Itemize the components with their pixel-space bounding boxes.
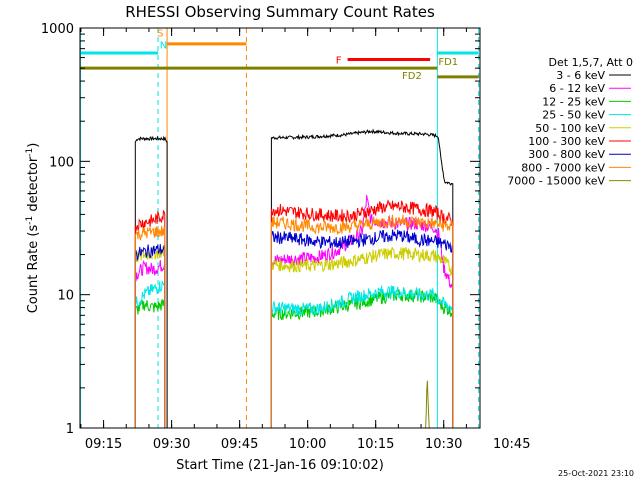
x-tick-label-3: 10:00 (289, 437, 326, 452)
series-7 (134, 214, 454, 428)
series-6 (134, 229, 454, 428)
x-tick-label-1: 09:30 (153, 437, 190, 452)
series-6-segment-0 (134, 244, 166, 428)
legend-label-5: 100 - 300 keV (528, 135, 605, 148)
x-axis: 09:15 09:30 09:45 10:00 10:15 10:30 10:45 (80, 28, 530, 452)
x-tick-label-5: 10:30 (425, 437, 462, 452)
x-tick-label-0: 09:15 (85, 437, 122, 452)
legend-label-8: 7000 - 15000 keV (507, 175, 605, 188)
legend-label-0: 3 - 6 keV (556, 69, 605, 82)
y-axis-label-superscript-2: -1 (25, 148, 35, 157)
series-6-segment-1 (270, 229, 454, 428)
series-8-segment-0 (425, 380, 430, 429)
legend-label-7: 800 - 7000 keV (521, 161, 605, 174)
y-axis-label-tail: detector (26, 156, 41, 216)
date-stamp: 25-Oct-2021 23:10 (558, 469, 634, 478)
y-tick-label-3: 1000 (41, 22, 74, 37)
x-axis-label: Start Time (21-Jan-16 09:10:02) (176, 458, 384, 473)
y-axis: 1 10 100 1000 (41, 22, 480, 437)
legend-label-2: 12 - 25 keV (542, 95, 605, 108)
series-0-segment-1 (270, 128, 454, 428)
y-tick-label-2: 100 (49, 155, 74, 170)
legend-title: Det 1,5,7, Att 0 (549, 56, 633, 69)
series-group (134, 128, 454, 429)
status-annotation-1: N (160, 41, 167, 52)
y-tick-label-0: 1 (66, 422, 74, 437)
series-4-segment-1 (270, 247, 454, 428)
legend-label-4: 50 - 100 keV (535, 122, 605, 135)
x-tick-label-2: 09:45 (221, 437, 258, 452)
y-tick-label-1: 10 (57, 289, 74, 304)
y-axis-label: Count Rate (s-1 detector-1) (25, 143, 41, 314)
y-axis-label-superscript: -1 (25, 216, 35, 225)
plot-frame (79, 27, 481, 429)
series-0-segment-0 (134, 135, 168, 428)
series-0 (134, 128, 454, 428)
status-bar-label-3: F (336, 56, 342, 67)
status-annotation-3: FD2 (402, 71, 422, 82)
x-tick-label-6: 10:45 (493, 437, 530, 452)
y-axis-label-main: Count Rate (s (26, 225, 41, 314)
chart-title: RHESSI Observing Summary Count Rates (125, 3, 435, 21)
series-7-segment-1 (270, 214, 454, 428)
status-annotation-0: S (157, 29, 163, 40)
series-1-segment-0 (134, 259, 166, 428)
series-3 (134, 280, 454, 428)
status-annotations: SN FD1 FD2 (157, 29, 458, 82)
series-3-segment-0 (134, 280, 166, 428)
series-3-segment-1 (270, 285, 454, 428)
series-8 (425, 380, 430, 429)
series-1-segment-1 (270, 195, 454, 428)
series-7-segment-0 (134, 225, 166, 428)
series-5-segment-1 (270, 199, 454, 428)
status-annotation-2: FD1 (438, 57, 458, 68)
legend-label-3: 25 - 50 keV (542, 109, 605, 122)
legend-label-6: 300 - 800 keV (528, 148, 605, 161)
x-tick-label-4: 10:15 (357, 437, 394, 452)
status-bars: F (80, 42, 479, 79)
series-1 (134, 195, 454, 428)
legend-label-1: 6 - 12 keV (549, 82, 605, 95)
y-axis-label-close: ) (26, 143, 41, 148)
